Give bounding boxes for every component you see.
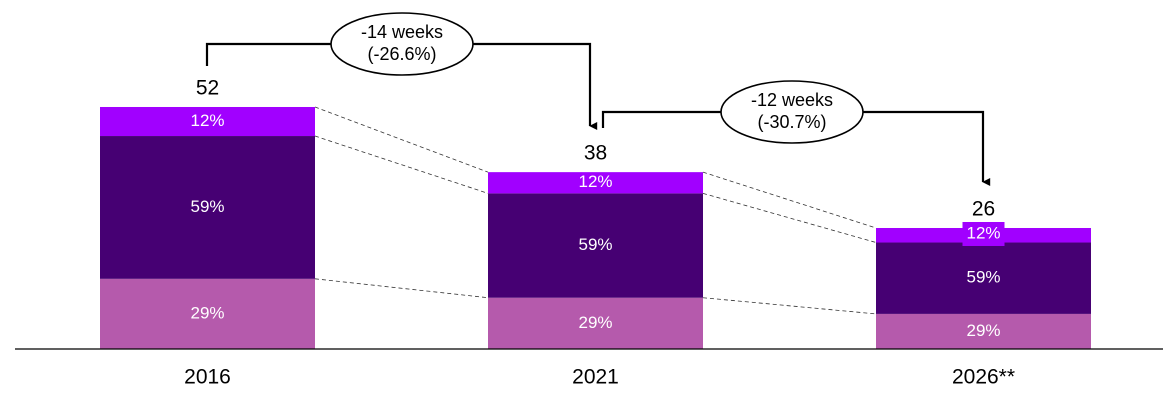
x-tick-label: 2026**	[952, 366, 1015, 389]
bar-segment	[488, 172, 703, 194]
bar-segment	[876, 313, 1091, 349]
connector	[702, 171, 877, 229]
data-label: 29%	[966, 321, 1000, 340]
data-label: 59%	[966, 268, 1000, 287]
annotation-text: (-30.7%)	[757, 112, 826, 132]
bar-segment	[100, 136, 315, 279]
connector	[702, 192, 877, 243]
data-label: 12%	[190, 111, 224, 130]
total-label: 52	[196, 77, 219, 100]
data-label: 59%	[190, 197, 224, 216]
data-label: 12%	[578, 172, 612, 191]
annotation-bubble	[330, 12, 474, 76]
bar-segment	[488, 193, 703, 298]
annotation-text: (-26.6%)	[367, 44, 436, 64]
connector	[702, 297, 877, 315]
connector	[314, 135, 489, 194]
x-tick-label: 2021	[572, 366, 619, 389]
total-label: 26	[972, 198, 995, 221]
bar-segment	[488, 297, 703, 349]
bar-segment	[100, 278, 315, 349]
connector	[314, 106, 489, 173]
total-label: 38	[584, 142, 607, 165]
annotation-text: -14 weeks	[361, 22, 443, 42]
data-label: 29%	[190, 303, 224, 322]
bar-segment	[876, 242, 1091, 314]
bar-segment	[100, 106, 315, 137]
annotation-text: -12 weeks	[751, 90, 833, 110]
data-label: 59%	[578, 235, 612, 254]
data-label: 29%	[578, 313, 612, 332]
connector	[314, 278, 489, 299]
annotation-bubble	[720, 80, 864, 144]
label-bg	[962, 221, 1005, 246]
data-label: 12%	[966, 224, 1000, 243]
x-tick-label: 2016	[184, 366, 231, 389]
